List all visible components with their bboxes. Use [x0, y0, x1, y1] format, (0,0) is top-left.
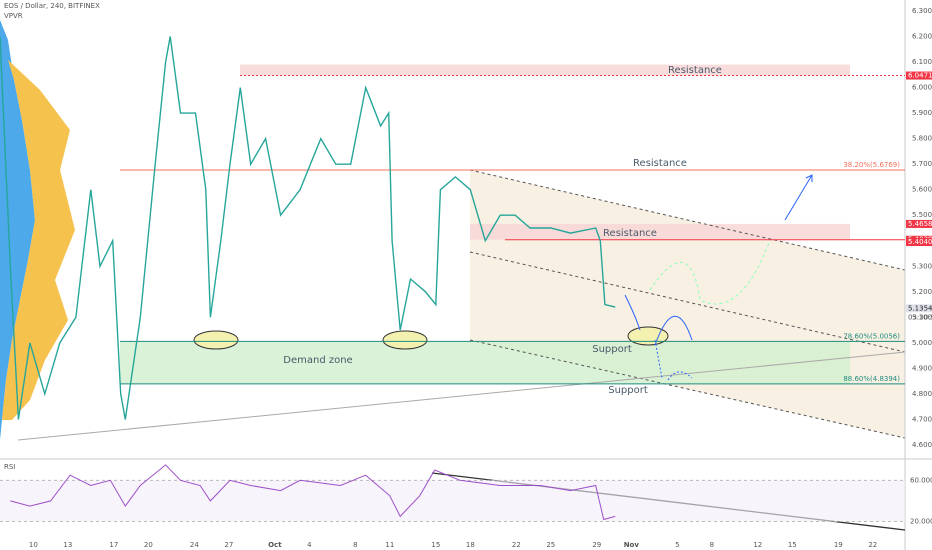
- zone: [240, 64, 850, 76]
- annotation: Support: [592, 344, 632, 355]
- annotation: Demand zone: [283, 355, 352, 366]
- price-tag: [906, 219, 932, 228]
- y-tick-label: 5.1000: [912, 313, 932, 321]
- arrow: [784, 174, 813, 221]
- rsi-band: [0, 480, 905, 522]
- y-tick-label: 6.0000: [912, 84, 932, 92]
- price-line: [0, 36, 616, 420]
- rsi-label: RSI: [4, 463, 15, 471]
- arrow: [654, 339, 693, 381]
- x-tick-label: 15: [788, 541, 797, 549]
- annotation: Resistance: [633, 158, 687, 169]
- y-tick-label: 5.6000: [912, 186, 932, 194]
- price-tag: [906, 304, 932, 313]
- zone: [470, 223, 850, 240]
- y-tick-label: 6.1000: [912, 58, 932, 66]
- annotation: Resistance: [668, 65, 722, 76]
- price-tag-label: 5.4040: [908, 238, 932, 246]
- vpvr-down: [2, 60, 75, 420]
- x-tick-label: Oct: [268, 541, 282, 549]
- chart-title: EOS / Dollar, 240, BITFINEX: [4, 2, 100, 10]
- x-tick-label: 29: [592, 541, 601, 549]
- price-tag-label: 6.0471: [908, 72, 932, 80]
- x-tick-label: 11: [385, 541, 394, 549]
- y-tick-label: 5.9000: [912, 109, 932, 117]
- y-tick-label: 5.5000: [912, 211, 932, 219]
- trend-line: [17, 351, 906, 441]
- x-tick-label: 4: [307, 541, 312, 549]
- vpvr-up: [0, 20, 35, 440]
- x-tick-label: 22: [512, 541, 521, 549]
- x-tick-label: 22: [868, 541, 877, 549]
- y-tick-label: 4.6000: [912, 441, 932, 449]
- x-tick-label: 17: [109, 541, 118, 549]
- arrow: [624, 294, 641, 331]
- x-tick-label: 12: [753, 541, 762, 549]
- y-tick-label: 5.2000: [912, 288, 932, 296]
- rsi-tick-label: 20.0000: [910, 518, 932, 526]
- vpvr: [0, 20, 75, 440]
- x-tick-label: 13: [63, 541, 72, 549]
- arrow: [654, 315, 693, 346]
- y-tick-label: 4.9000: [912, 364, 932, 372]
- projection: [649, 239, 771, 305]
- x-tick-label: 19: [834, 541, 843, 549]
- ellipse: [193, 330, 239, 350]
- y-tick-label: 5.0000: [912, 339, 932, 347]
- y-tick-label: 5.3000: [912, 262, 932, 270]
- price-tag: [906, 238, 932, 247]
- ellipse: [627, 326, 669, 346]
- level-label: 78.60%(5.0056): [843, 332, 900, 340]
- x-tick-label: 20: [144, 541, 153, 549]
- x-tick-label: 10: [29, 541, 38, 549]
- x-tick-label: 15: [431, 541, 440, 549]
- annotation: Resistance: [603, 228, 657, 239]
- rsi-line: [10, 464, 616, 521]
- y-tick-label: 4.8000: [912, 390, 932, 398]
- zone: [120, 341, 850, 384]
- rsi-tick-label: 60.0000: [910, 476, 932, 484]
- y-tick-label: 4.7000: [912, 415, 932, 423]
- channel-line: [469, 339, 906, 439]
- price-tag: [906, 71, 932, 80]
- level-label: 38.20%(5.6769): [843, 161, 900, 169]
- y-tick-label: 6.3000: [912, 7, 932, 15]
- ellipse: [382, 330, 428, 350]
- countdown: 03:30:56: [908, 313, 932, 321]
- y-tick-label: 5.7000: [912, 160, 932, 168]
- price-tag-label: 5.4658: [908, 220, 932, 228]
- channel-line: [469, 251, 906, 353]
- x-tick-label: 27: [224, 541, 233, 549]
- x-tick-label: Nov: [624, 541, 640, 549]
- x-tick-label: 25: [546, 541, 555, 549]
- x-tick-label: 8: [710, 541, 714, 549]
- indicator-label: VPVR: [4, 12, 23, 20]
- x-tick-label: 8: [353, 541, 357, 549]
- price-tag-label: 5.1354: [908, 304, 932, 312]
- level-label: 88.60%(4.8394): [843, 375, 900, 383]
- y-tick-label: 5.8000: [912, 135, 932, 143]
- x-tick-label: 24: [190, 541, 199, 549]
- x-tick-label: 18: [466, 541, 475, 549]
- x-tick-label: 5: [675, 541, 679, 549]
- channel-line: [469, 169, 906, 271]
- y-tick-label: 6.2000: [912, 33, 932, 41]
- annotation: Support: [608, 385, 648, 396]
